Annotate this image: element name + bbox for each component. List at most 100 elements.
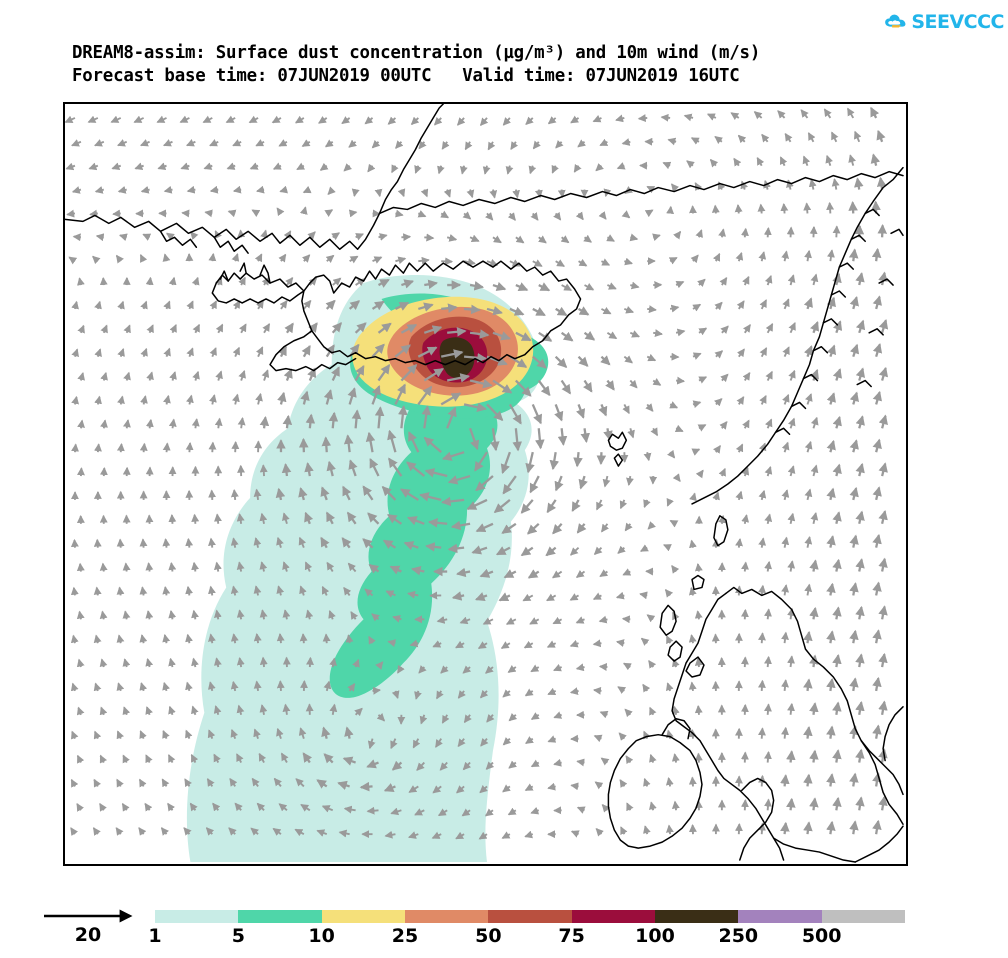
wind-vector	[849, 629, 859, 644]
wind-vector	[575, 211, 584, 221]
wind-vector	[411, 566, 425, 576]
wind-vector	[281, 463, 292, 477]
wind-vector	[325, 254, 335, 264]
wind-vector	[76, 754, 85, 764]
wind-vector	[419, 492, 442, 502]
wind-vector	[441, 714, 450, 724]
wind-vector	[401, 279, 415, 289]
wind-vector	[508, 713, 518, 722]
wind-scale-label: 20	[74, 924, 102, 946]
wind-vector	[600, 355, 611, 366]
wind-vector	[872, 295, 882, 310]
wind-vector	[532, 307, 546, 317]
wind-vector	[871, 247, 882, 262]
wind-vector	[652, 233, 661, 242]
wind-vector	[740, 608, 749, 620]
wind-vector	[122, 658, 131, 668]
wind-vector	[878, 700, 888, 715]
wind-vector	[505, 617, 517, 625]
wind-vector	[469, 234, 480, 242]
wind-vector	[72, 233, 82, 242]
wind-vector	[832, 701, 842, 715]
wind-vector	[832, 415, 842, 429]
wind-vector	[259, 704, 268, 715]
wind-vector	[343, 805, 356, 814]
wind-vector	[688, 776, 697, 787]
wind-vector	[99, 706, 108, 716]
wind-vector	[443, 188, 452, 198]
wind-vector	[509, 306, 525, 316]
seevccc-logo: SEEVCCC	[884, 4, 1004, 40]
wind-vector	[599, 710, 609, 719]
wind-vector	[440, 210, 450, 219]
wind-vector	[764, 703, 772, 715]
wind-vector	[456, 117, 466, 126]
wind-vector	[736, 300, 745, 310]
colorbar-segment	[571, 910, 655, 923]
wind-vector	[665, 824, 674, 835]
wind-vector	[391, 690, 400, 700]
wind-vector	[804, 583, 813, 596]
coastline-england-south	[772, 837, 856, 863]
wind-vector	[236, 704, 245, 716]
wind-vector	[169, 324, 177, 334]
wind-vector	[848, 201, 858, 214]
wind-vector	[349, 255, 359, 264]
wind-vector	[870, 106, 880, 119]
wind-vector	[350, 611, 359, 620]
wind-vector	[447, 474, 471, 485]
wind-vector	[530, 759, 540, 768]
wind-vector	[76, 706, 85, 716]
wind-vector	[734, 204, 743, 214]
wind-vector	[408, 431, 420, 453]
wind-vector	[387, 639, 397, 647]
wind-vector	[781, 584, 790, 596]
wind-vector	[804, 249, 812, 262]
wind-vector	[600, 523, 609, 533]
wind-vector	[118, 233, 128, 242]
wind-vector	[362, 485, 374, 501]
wind-vector	[878, 462, 888, 477]
wind-vector	[485, 761, 495, 770]
wind-vector	[485, 212, 494, 221]
wind-vector	[89, 209, 98, 218]
wind-vector	[599, 569, 609, 578]
wind-vector	[463, 258, 476, 266]
wind-vector	[256, 802, 266, 812]
wind-vector	[764, 608, 772, 620]
wind-vector	[116, 443, 125, 453]
wind-vector	[299, 585, 307, 596]
wind-vector	[763, 179, 771, 190]
wind-vector	[463, 714, 472, 724]
wind-vector	[577, 355, 589, 367]
wind-vector	[71, 443, 79, 453]
wind-vector	[140, 139, 150, 147]
wind-vector	[691, 448, 701, 456]
coastline-greenland	[65, 104, 444, 250]
wind-vector	[374, 188, 383, 198]
wind-vector	[397, 188, 406, 198]
wind-vector	[573, 452, 583, 468]
wind-vector	[547, 735, 557, 743]
wind-vector	[804, 440, 813, 453]
wind-vector	[625, 755, 634, 765]
wind-vector	[809, 702, 819, 715]
wind-vector	[213, 561, 222, 572]
wind-vector	[185, 729, 193, 740]
wind-vector	[527, 522, 540, 535]
wind-vector	[397, 664, 405, 674]
wind-vector	[423, 325, 443, 335]
wind-vector	[276, 207, 285, 217]
wind-vector	[400, 364, 418, 382]
wind-vector	[644, 209, 654, 218]
wind-vector	[598, 663, 608, 671]
wind-vector	[276, 633, 285, 644]
wind-vector	[765, 322, 774, 334]
wind-vector	[209, 139, 219, 147]
coastline-iceland-westfjords	[211, 272, 305, 304]
wind-vector	[486, 403, 504, 421]
wind-vector	[163, 185, 173, 194]
wind-vector	[537, 379, 551, 397]
wind-vector	[741, 514, 750, 524]
wind-vector	[71, 186, 82, 194]
